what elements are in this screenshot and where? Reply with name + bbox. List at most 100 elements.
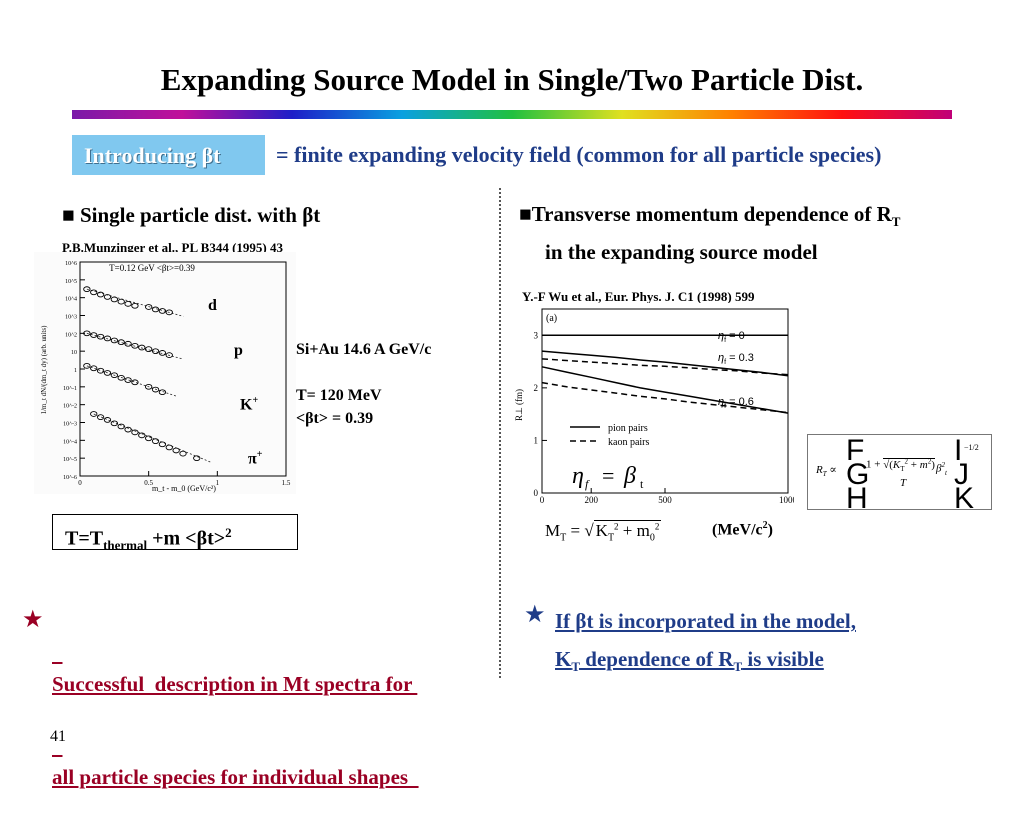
data-point xyxy=(165,444,173,451)
left-conclusion-line2: all particle species for individual shap… xyxy=(52,765,419,789)
data-point xyxy=(131,429,139,436)
black-square-icon: ■ xyxy=(519,202,532,226)
data-point xyxy=(131,379,139,386)
right-conclusion: If βt is incorporated in the model, KT d… xyxy=(555,602,856,686)
curve-label-1: ηf = 0.3 xyxy=(718,352,754,367)
data-point xyxy=(131,302,139,309)
y-tick-label: 1 xyxy=(74,368,77,374)
data-point xyxy=(131,342,139,349)
data-point xyxy=(103,294,112,300)
rainbow-divider xyxy=(72,110,952,119)
x-tick-label: 1.5 xyxy=(282,479,291,487)
intro-label-box xyxy=(72,135,265,175)
mt-spectra-chart: 10^610^510^410^310^210110^-110^-210^-310… xyxy=(34,252,296,494)
y-tick-label: 1 xyxy=(534,435,539,445)
y-tick-label: 10^-3 xyxy=(63,422,77,428)
intro-definition: = finite expanding velocity field (commo… xyxy=(276,142,882,167)
mass-unit: (MeV/c2) xyxy=(712,520,773,539)
data-point xyxy=(117,339,125,346)
data-point xyxy=(124,426,132,433)
eta-formula: η f = β t xyxy=(572,463,644,491)
temperature-label: T= 120 MeV xyxy=(296,387,382,404)
data-point xyxy=(158,350,167,356)
data-point xyxy=(117,423,125,430)
species-label-pion: π+ xyxy=(248,449,262,468)
y-tick-label: 0 xyxy=(534,488,539,498)
fit-line xyxy=(86,288,184,317)
chart-background xyxy=(34,252,296,494)
series-line xyxy=(541,381,789,414)
y-tick-label: 10^2 xyxy=(65,332,77,338)
species-label-d: d xyxy=(208,297,217,314)
right-heading-line2: in the expanding source model xyxy=(545,240,818,265)
data-point xyxy=(103,417,112,423)
y-tick-label: 10^6 xyxy=(65,261,77,267)
x-tick-label: 0.5 xyxy=(144,479,153,487)
y-tick-label: 10^-5 xyxy=(63,457,77,463)
y-tick-label: 10^-1 xyxy=(63,386,77,392)
rt-kt-chart: 0 1 2 3 0 200 500 1000 (a) R⊥ (fm) pion pairs k… xyxy=(512,303,794,513)
data-point xyxy=(165,352,173,358)
right-citation: Y.-F Wu et al., Eur. Phys. J. C1 (1998) … xyxy=(522,289,755,304)
data-point xyxy=(145,435,153,442)
eta-formula-lhs: η xyxy=(572,463,584,489)
data-point xyxy=(179,450,187,457)
legend-pion: pion pairs xyxy=(608,423,648,434)
rc-mid: dependence of R xyxy=(580,647,734,671)
data-point xyxy=(103,370,112,376)
panel-label: (a) xyxy=(546,313,557,324)
data-point xyxy=(172,447,180,454)
right-heading-sub: T xyxy=(891,214,901,230)
series-line xyxy=(541,350,789,377)
y-tick-label: 10^3 xyxy=(65,315,77,321)
reaction-label: Si+Au 14.6 A GeV/c xyxy=(296,341,432,358)
chart-marks xyxy=(541,334,789,414)
data-point xyxy=(193,455,201,462)
data-point xyxy=(90,289,98,296)
data-point xyxy=(145,383,153,390)
data-point xyxy=(124,301,132,307)
curve-label-0: ηf = 0 xyxy=(718,330,745,345)
data-point xyxy=(124,377,132,383)
fit-line xyxy=(86,332,184,360)
formula-sup: 2 xyxy=(225,525,232,540)
x-tick-label: 1 xyxy=(216,479,220,487)
data-point xyxy=(138,344,146,351)
column-divider xyxy=(499,188,501,678)
data-point xyxy=(151,306,160,313)
data-point xyxy=(83,286,91,293)
mt-formula: MT = √ KT2 + m02 xyxy=(545,520,662,544)
kaon-sup: + xyxy=(252,395,259,406)
series-line xyxy=(541,358,789,376)
data-point xyxy=(110,296,118,303)
data-point xyxy=(145,304,153,310)
fit-line xyxy=(93,413,211,463)
eta-formula-sub: f xyxy=(585,477,590,491)
data-point xyxy=(165,309,173,316)
data-point xyxy=(151,386,160,393)
formula-rest: +m <βt> xyxy=(147,527,226,550)
left-conclusion-line1: Successful description in Mt spectra for xyxy=(52,672,418,696)
data-point xyxy=(158,389,167,396)
left-heading: ■ Single particle dist. with βt xyxy=(62,203,320,228)
legend-kaon: kaon pairs xyxy=(608,437,649,448)
data-point xyxy=(117,298,125,305)
species-label-p: p xyxy=(234,342,243,359)
data-point xyxy=(96,414,105,420)
left-heading-text: Single particle dist. with βt xyxy=(79,203,321,227)
x-tick-label: 200 xyxy=(584,495,598,505)
right-heading-line1: Transverse momentum dependence of R xyxy=(531,202,892,226)
chart-axes: 10^610^510^410^310^210110^-110^-210^-310… xyxy=(63,261,291,487)
data-point xyxy=(158,441,167,448)
data-point xyxy=(151,438,160,444)
species-label-kaon: K+ xyxy=(240,395,258,414)
beta-label: <βt> = 0.39 xyxy=(296,410,374,427)
data-point xyxy=(117,374,125,381)
rt-formula-lhs: RT ∝ xyxy=(816,464,837,479)
data-point xyxy=(158,308,167,314)
temperature-formula-box: T=Tthermal +m <βt>2 xyxy=(52,514,298,553)
y-tick-label: 10^-6 xyxy=(63,475,77,481)
slide-title: Expanding Source Model in Single/Two Par… xyxy=(160,62,864,97)
y-tick-label: 3 xyxy=(534,330,539,340)
